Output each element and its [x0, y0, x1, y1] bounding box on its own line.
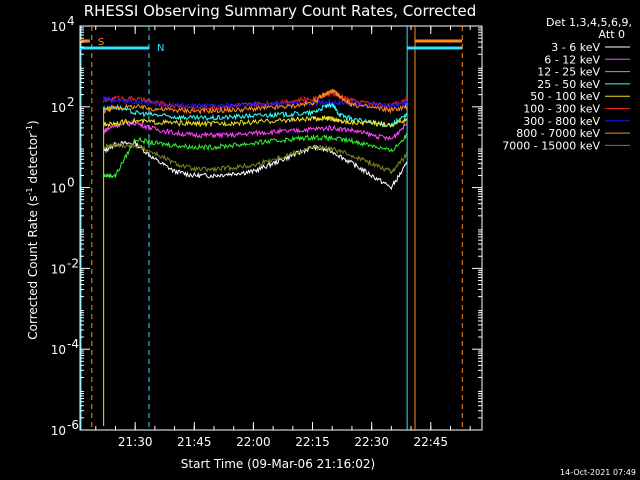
legend-label-2: 12 - 25 keV [537, 66, 600, 79]
y-tick-exp-1: -4 [67, 337, 79, 351]
series-line-6 [103, 95, 408, 111]
series-line-3 [103, 101, 408, 128]
x-tick-label-2: 22:00 [236, 435, 271, 449]
plot-frame [79, 25, 483, 431]
y-tick-exp-3: 0 [67, 176, 75, 190]
axis-ticks: 21:30 21:45 22:00 22:15 22:30 22:4510-610-410… [51, 14, 482, 449]
x-tick-label-1: 21:45 [177, 435, 212, 449]
y-tick-label-2: 10 [51, 262, 66, 276]
y-tick-label-1: 10 [51, 343, 66, 357]
legend-label-5: 100 - 300 keV [523, 103, 600, 116]
y-tick-exp-4: 2 [67, 95, 75, 109]
legend-label-7: 800 - 7000 keV [516, 127, 600, 140]
y-tick-exp-0: -6 [67, 418, 79, 432]
y-tick-label-5: 10 [51, 20, 66, 34]
y-axis-label-main: Corrected Count Rate (s [26, 195, 40, 339]
legend-label-8: 7000 - 15000 keV [502, 139, 600, 152]
legend-label-1: 6 - 12 keV [544, 53, 600, 66]
y-axis-label-mid: detector [26, 133, 40, 188]
footer-date: 14-Oct-2021 07:49 [560, 468, 636, 477]
y-tick-exp-2: -2 [67, 256, 79, 270]
y-tick-label-3: 10 [51, 182, 66, 196]
series-line-0 [103, 139, 408, 191]
x-tick-label-3: 22:15 [295, 435, 330, 449]
chart-title: RHESSI Observing Summary Count Rates, Co… [84, 2, 477, 20]
legend-label-0: 3 - 6 keV [551, 41, 600, 54]
legend-label-6: 300 - 800 keV [523, 115, 600, 128]
series-line-7 [103, 88, 408, 115]
legend-label-3: 25 - 50 keV [537, 78, 600, 91]
y-axis-label-end: ) [26, 120, 40, 125]
y-tick-exp-5: 4 [67, 14, 75, 28]
marker-label-n: N [157, 43, 164, 54]
legend-header-line-1: Det 1,3,4,5,6,9, [546, 16, 632, 29]
legend-header-line-2: Att 0 [599, 28, 625, 41]
y-axis-label: Corrected Count Rate (s-1 detector-1) [25, 120, 40, 339]
marker-label-s: S [98, 37, 104, 48]
series-line-1 [103, 119, 408, 141]
plot-area: SN [79, 25, 483, 431]
x-tick-label-0: 21:30 [118, 435, 153, 449]
series-line-4 [103, 115, 408, 128]
x-tick-label-4: 22:30 [354, 435, 389, 449]
y-axis-label-exp1: -1 [25, 187, 34, 195]
series-line-2 [103, 132, 408, 179]
series-line-8 [103, 142, 408, 174]
y-axis-label-exp2: -1 [25, 125, 34, 133]
y-tick-label-4: 10 [51, 101, 66, 115]
x-tick-label-5: 22:45 [413, 435, 448, 449]
y-tick-label-0: 10 [51, 424, 66, 438]
x-axis-label: Start Time (09-Mar-06 21:16:02) [181, 457, 375, 471]
legend-label-4: 50 - 100 keV [530, 90, 600, 103]
